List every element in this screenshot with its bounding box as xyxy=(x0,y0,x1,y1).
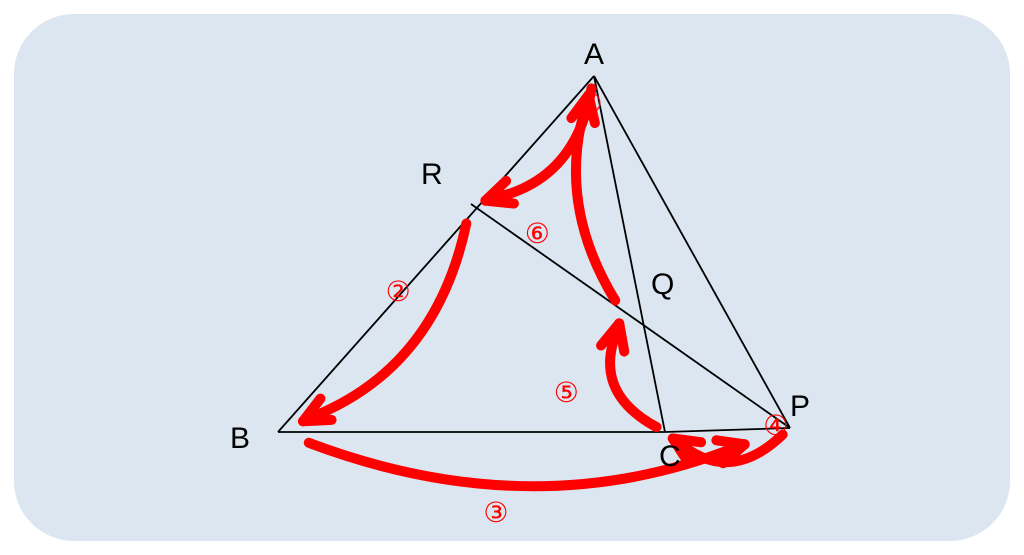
diagram-frame: ① ② ③ ④ ⑤ ⑥ A R B C P Q xyxy=(14,14,1010,541)
point-label-C: C xyxy=(659,440,681,474)
point-label-P: P xyxy=(790,390,810,424)
arrow-label-6: ⑥ xyxy=(525,217,550,250)
diagram-svg xyxy=(0,0,1024,555)
point-label-Q: Q xyxy=(651,268,674,302)
arrow-label-2: ② xyxy=(386,275,411,308)
arrow-label-5: ⑤ xyxy=(554,376,579,409)
arrow-label-1: ① xyxy=(577,87,602,120)
arrow-label-3: ③ xyxy=(483,496,508,529)
point-label-R: R xyxy=(421,158,443,192)
point-label-B: B xyxy=(230,422,250,456)
point-label-A: A xyxy=(584,38,604,72)
arrow-label-4: ④ xyxy=(763,409,788,442)
